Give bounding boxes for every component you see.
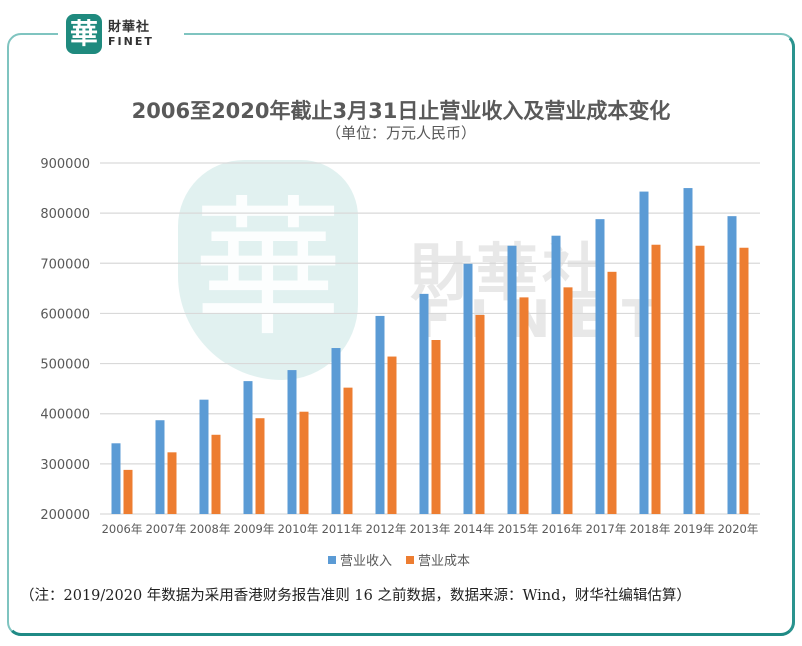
bar-cost: [739, 247, 749, 514]
bar-cost: [123, 469, 133, 514]
watermark-seal-icon: 華: [178, 160, 358, 380]
x-tick-label: 2008年: [190, 522, 231, 536]
brand-name-cn: 財華社: [108, 20, 151, 35]
bar-cost: [387, 356, 397, 514]
y-tick-label: 700000: [40, 257, 90, 272]
bar-cost: [475, 314, 485, 514]
bar-revenue: [463, 263, 473, 514]
x-tick-label: 2018年: [630, 522, 671, 536]
bar-revenue: [639, 191, 649, 514]
x-tick-label: 2012年: [366, 522, 407, 536]
x-tick-label: 2019年: [674, 522, 715, 536]
bar-revenue: [287, 370, 297, 514]
chart-title: 2006至2020年截止3月31日止营业收入及营业成本变化: [131, 99, 671, 123]
bar-cost: [343, 387, 353, 514]
bar-cost: [519, 297, 529, 514]
bar-revenue: [155, 420, 165, 514]
bar-cost: [167, 452, 177, 514]
legend-swatch-cost: [406, 556, 414, 564]
bar-cost: [431, 340, 441, 514]
bar-cost: [695, 245, 705, 514]
watermark-name-en: FINET: [416, 290, 676, 350]
bar-revenue: [419, 293, 429, 514]
bar-revenue: [727, 216, 737, 514]
y-tick-label: 600000: [40, 307, 90, 322]
bar-revenue: [595, 219, 605, 514]
x-tick-label: 2016年: [542, 522, 583, 536]
x-tick-label: 2015年: [498, 522, 539, 536]
bar-revenue: [199, 399, 209, 514]
x-tick-label: 2009年: [234, 522, 275, 536]
x-tick-label: 2006年: [102, 522, 143, 536]
bar-cost: [563, 287, 573, 514]
brand-logo-block: 華 財華社 FINET: [66, 12, 154, 56]
y-tick-label: 200000: [40, 508, 90, 523]
x-tick-label: 2011年: [322, 522, 363, 536]
x-tick-label: 2013年: [410, 522, 451, 536]
y-tick-label: 800000: [40, 207, 90, 222]
chart-subtitle: （单位：万元人民币）: [325, 124, 476, 142]
x-tick-label: 2020年: [718, 522, 759, 536]
bar-revenue: [375, 315, 385, 514]
bar-revenue: [683, 188, 693, 515]
legend-swatch-revenue: [328, 556, 336, 564]
bar-cost: [211, 434, 221, 514]
bar-revenue: [111, 443, 121, 514]
x-tick-label: 2007年: [146, 522, 187, 536]
bar-cost: [255, 418, 265, 514]
bar-cost: [299, 411, 309, 514]
x-tick-label: 2010年: [278, 522, 319, 536]
bar-revenue: [507, 245, 517, 514]
legend-label-cost: 营业成本: [418, 554, 470, 569]
finet-logo-icon: 華: [66, 14, 102, 54]
y-tick-label: 500000: [40, 358, 90, 373]
footnote: （注：2019/2020 年数据为采用香港财务报告准则 16 之前数据，数据来源…: [20, 588, 691, 604]
y-tick-label: 400000: [40, 408, 90, 423]
bar-cost: [651, 244, 661, 515]
brand-name-en: FINET: [108, 35, 154, 48]
x-tick-label: 2017年: [586, 522, 627, 536]
y-tick-label: 300000: [40, 458, 90, 473]
legend-label-revenue: 营业收入: [340, 554, 392, 569]
bar-cost: [607, 271, 617, 514]
bar-revenue: [331, 348, 341, 514]
chart-frame-shadow: [7, 33, 795, 636]
y-tick-label: 900000: [40, 157, 90, 172]
x-tick-label: 2014年: [454, 522, 495, 536]
bar-revenue: [551, 235, 561, 514]
bar-revenue: [243, 381, 253, 514]
brand-text: 財華社 FINET: [108, 21, 154, 47]
